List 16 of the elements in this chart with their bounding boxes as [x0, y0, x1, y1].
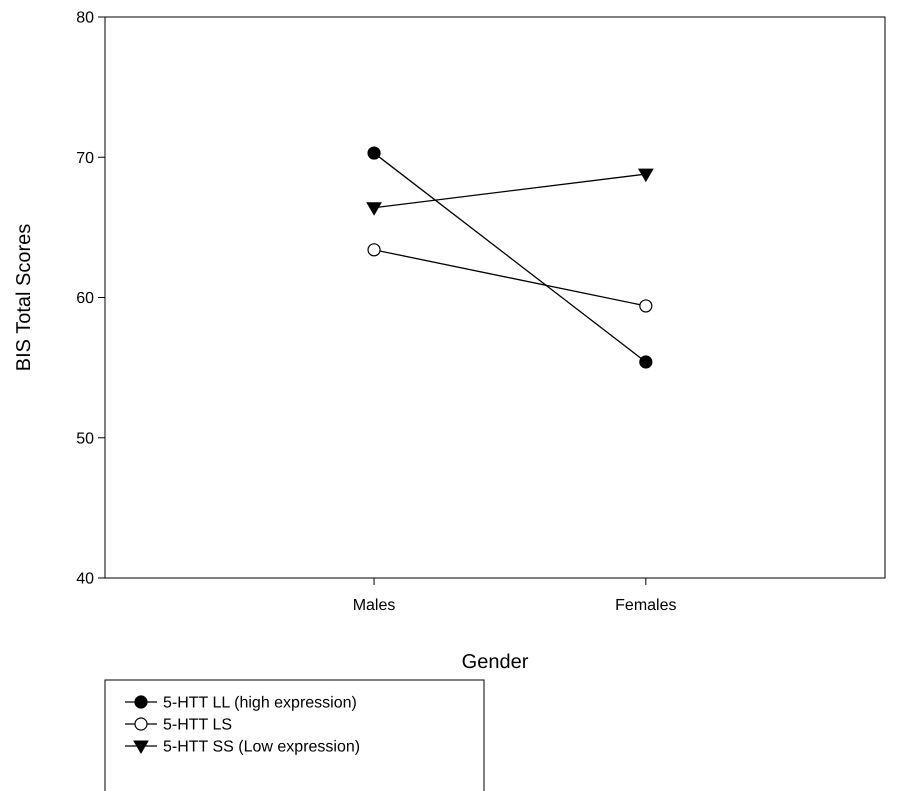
y-axis-title: BIS Total Scores: [13, 224, 35, 372]
y-tick-label: 50: [76, 430, 94, 448]
x-tick-label: Males: [352, 597, 396, 614]
point: [367, 243, 381, 256]
legend-label: 5-HTT LS: [163, 716, 232, 734]
y-tick-label: 70: [76, 150, 94, 167]
legend-label: 5-HTT SS (Low expression): [163, 738, 360, 756]
y-tick-label: 60: [76, 290, 94, 308]
point: [639, 299, 652, 313]
point: [639, 355, 652, 369]
y-tick-label: 80: [76, 10, 94, 27]
x-tick-label: Females: [615, 597, 677, 614]
legend-label: 5-HTT LL (high expression): [163, 694, 357, 712]
y-tick-label: 40: [76, 570, 94, 588]
point: [367, 146, 381, 160]
x-axis-title: Gender: [462, 651, 529, 673]
